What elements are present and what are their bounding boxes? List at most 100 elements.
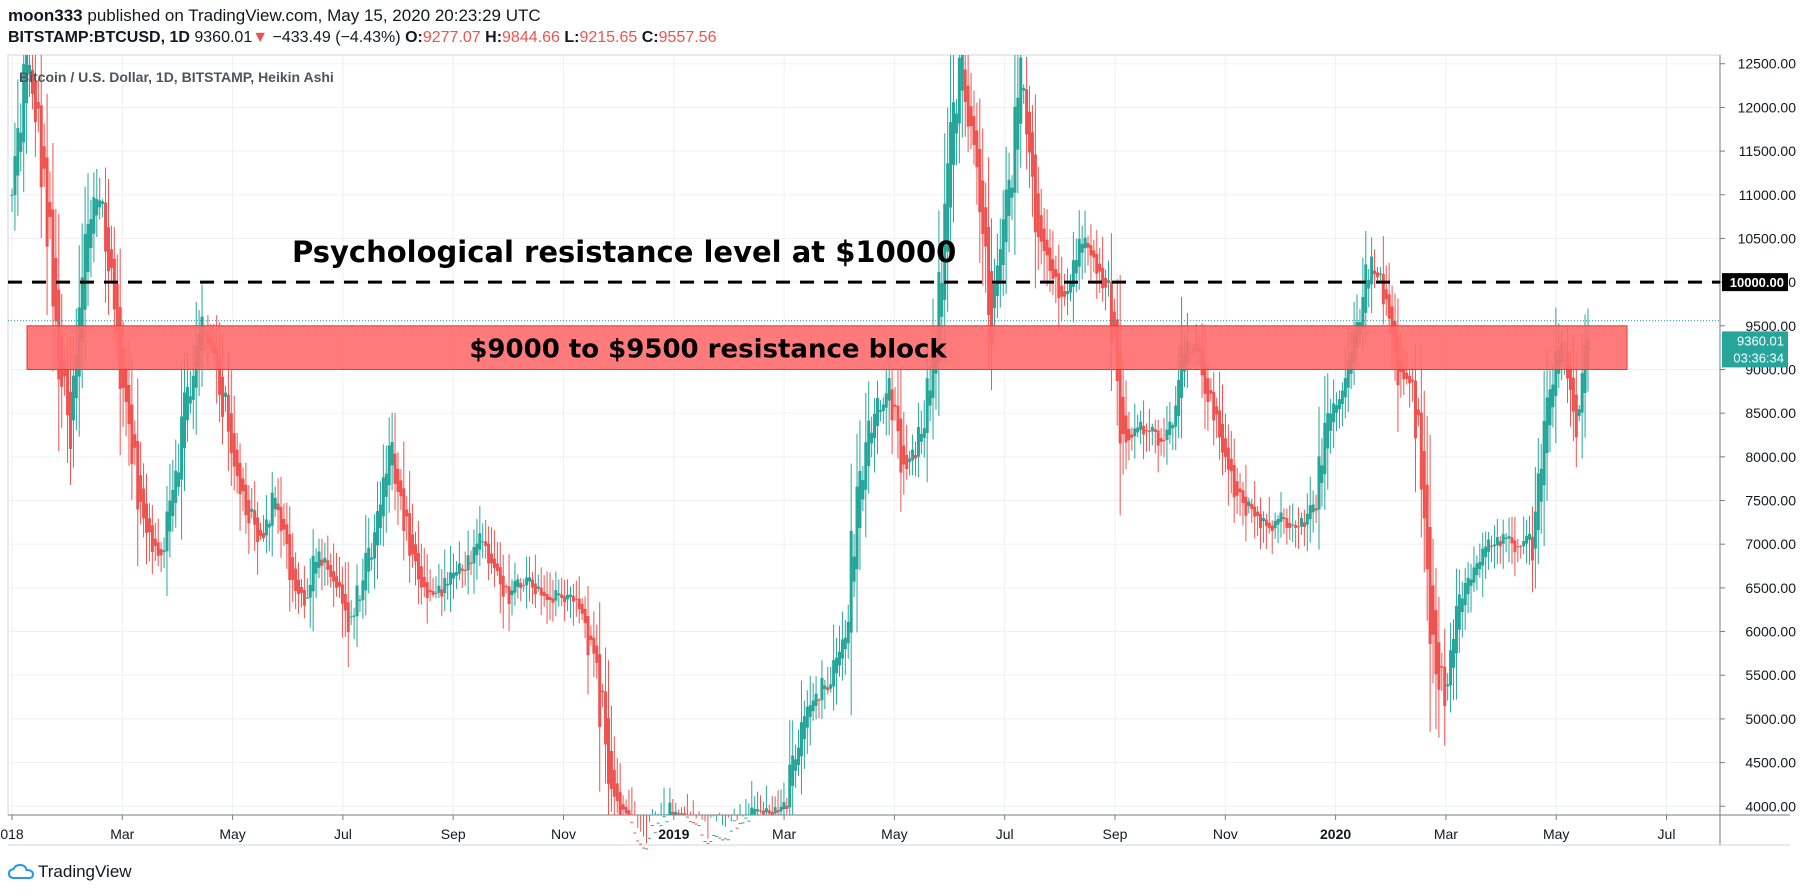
candle-body — [680, 813, 684, 815]
candle-body — [1045, 239, 1049, 256]
candle-body — [1247, 501, 1251, 507]
candle-body — [1416, 409, 1420, 416]
candle-body — [478, 533, 482, 550]
last-price-badge — [1722, 331, 1788, 368]
candle-body — [911, 449, 915, 461]
candle-body — [837, 651, 841, 666]
candle-body — [253, 510, 257, 525]
candle-body — [83, 234, 87, 310]
candle-body — [156, 542, 160, 556]
candle-body — [238, 462, 242, 495]
candle-body — [761, 810, 765, 815]
candle-body — [235, 449, 239, 477]
candle-body — [1326, 413, 1330, 449]
candle-body — [1440, 666, 1444, 668]
publish-line: moon333 published on TradingView.com, Ma… — [8, 6, 541, 26]
candle-body — [501, 575, 505, 597]
candle-body — [829, 684, 833, 689]
candle-body — [1463, 582, 1467, 606]
candle-body — [317, 551, 321, 568]
candle-body — [1472, 567, 1476, 583]
candle-body — [975, 130, 979, 168]
candle-body — [425, 581, 429, 599]
candle-body — [1153, 429, 1157, 432]
resistance-block[interactable] — [26, 325, 1628, 370]
candle-body — [764, 808, 768, 813]
candle-body — [431, 590, 435, 595]
candle-body — [25, 55, 29, 104]
candle-body — [387, 445, 391, 486]
candle-body — [1168, 421, 1172, 435]
candle-body — [446, 583, 450, 586]
candle-body — [42, 146, 46, 169]
candle-body — [677, 813, 681, 815]
ohlc-line: BITSTAMP:BTCUSD, 1D 9360.01▼ −433.49 (−4… — [8, 29, 716, 47]
candle-body — [1250, 503, 1254, 510]
candle-body — [1337, 399, 1341, 409]
candle-body — [703, 841, 707, 843]
candle-body — [375, 511, 379, 546]
candle-body — [662, 816, 666, 818]
candle-body — [449, 572, 453, 585]
candle-body — [609, 750, 613, 789]
candle-body — [1539, 468, 1543, 502]
candle-body — [145, 503, 149, 533]
candle-body — [1086, 243, 1090, 248]
candle-body — [568, 594, 572, 598]
y-tick-label: 12000.00 — [1738, 99, 1797, 115]
candle-body — [899, 418, 903, 473]
candle-body — [960, 55, 964, 91]
candle-body — [1314, 508, 1318, 511]
candle-body — [381, 477, 385, 517]
candle-body — [1256, 511, 1260, 517]
candle-body — [507, 586, 511, 605]
author-name[interactable]: moon333 — [8, 6, 83, 25]
high-label: H: — [485, 29, 503, 46]
candle-body — [1106, 280, 1110, 283]
candle-body — [533, 583, 537, 595]
candle-body — [291, 557, 295, 581]
candle-body — [305, 597, 309, 599]
candle-body — [691, 822, 695, 824]
candle-body — [498, 567, 502, 585]
footer-brand[interactable]: TradingView — [8, 862, 132, 882]
candle-body — [1025, 89, 1029, 135]
candle-body — [1130, 434, 1134, 438]
candle-body — [992, 284, 996, 308]
candle-body — [1218, 410, 1222, 438]
candle-body — [10, 195, 14, 197]
candle-body — [454, 571, 458, 576]
candle-body — [1089, 245, 1093, 256]
candle-body — [589, 635, 593, 640]
candle-body — [1571, 377, 1575, 412]
candle-body — [162, 550, 166, 553]
candle-body — [370, 557, 374, 560]
candle-body — [1215, 406, 1219, 415]
candle-body — [940, 282, 944, 317]
candle-body — [905, 455, 909, 470]
candle-body — [1074, 259, 1078, 274]
y-tick-label: 4000.00 — [1745, 798, 1796, 814]
candle-body — [71, 375, 75, 421]
candle-body — [712, 834, 716, 836]
candle-body — [694, 823, 698, 825]
candle-body — [1288, 522, 1292, 528]
candle-body — [1226, 447, 1230, 470]
candle-body — [1139, 421, 1143, 430]
candle-body — [1346, 359, 1350, 388]
x-tick-label: May — [219, 826, 245, 842]
candle-body — [311, 555, 315, 592]
candle-body — [1343, 378, 1347, 398]
candle-body — [463, 569, 467, 571]
candle-body — [612, 769, 616, 797]
candle-body — [890, 389, 894, 421]
candle-body — [490, 553, 494, 564]
candle-body — [843, 637, 847, 650]
candle-body — [332, 570, 336, 582]
candle-body — [1390, 306, 1394, 336]
y-tick-label: 12500.00 — [1738, 56, 1797, 72]
x-tick-label: 2020 — [1320, 826, 1351, 842]
publish-info: published on TradingView.com, May 15, 20… — [87, 6, 541, 25]
candle-body — [630, 821, 634, 823]
